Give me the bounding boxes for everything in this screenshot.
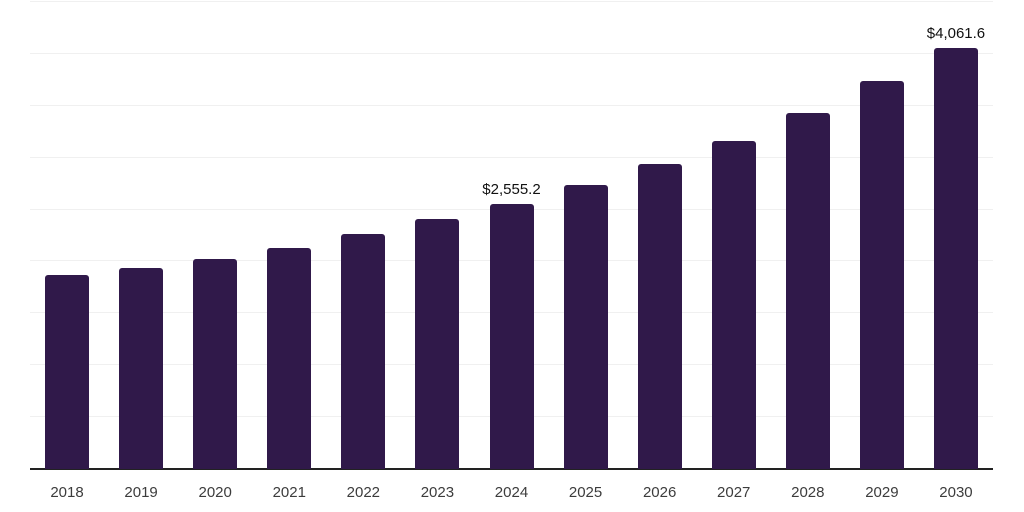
bar-2025 [563,185,608,469]
bar-2026 [637,164,682,469]
x-axis-line [30,468,993,470]
value-label-2024: $2,555.2 [482,180,541,198]
x-tick-label-2027: 2027 [717,484,751,501]
gridline [30,156,993,158]
bar-2028 [785,113,830,469]
x-tick-label-2029: 2029 [865,484,899,501]
value-label-2030: $4,061.6 [926,24,986,42]
bar-2019 [119,268,164,469]
x-tick-label-2025: 2025 [568,484,603,501]
bar-2020 [193,259,238,469]
x-tick-label-2019: 2019 [124,484,158,501]
bar-2023 [415,218,460,469]
x-tick-label-2026: 2026 [642,484,677,501]
x-tick-label-2018: 2018 [50,484,84,501]
bar-2021 [267,247,312,469]
bar-2029 [859,81,904,469]
gridline [30,52,993,54]
bar-2027 [711,140,756,469]
plot-area: $2,555.2 $4,061.6 [30,1,993,470]
x-tick-label-2030: 2030 [939,484,973,501]
x-tick-label-2024: 2024 [494,484,529,501]
bar-2018 [45,274,90,469]
x-tick-label-2023: 2023 [420,484,455,501]
gridline [30,1,993,2]
x-tick-label-2028: 2028 [791,484,825,501]
bar-2030 [933,47,978,469]
bar-2022 [341,234,386,469]
gridline [30,104,993,106]
x-tick-label-2022: 2022 [346,484,381,501]
x-tick-label-2021: 2021 [272,484,306,501]
x-tick-label-2020: 2020 [198,484,232,501]
x-axis-tick-labels: 2018 2019 2020 2021 2022 2023 2024 2025 2026 2027… [30,482,993,504]
bar-2024 [489,203,534,469]
